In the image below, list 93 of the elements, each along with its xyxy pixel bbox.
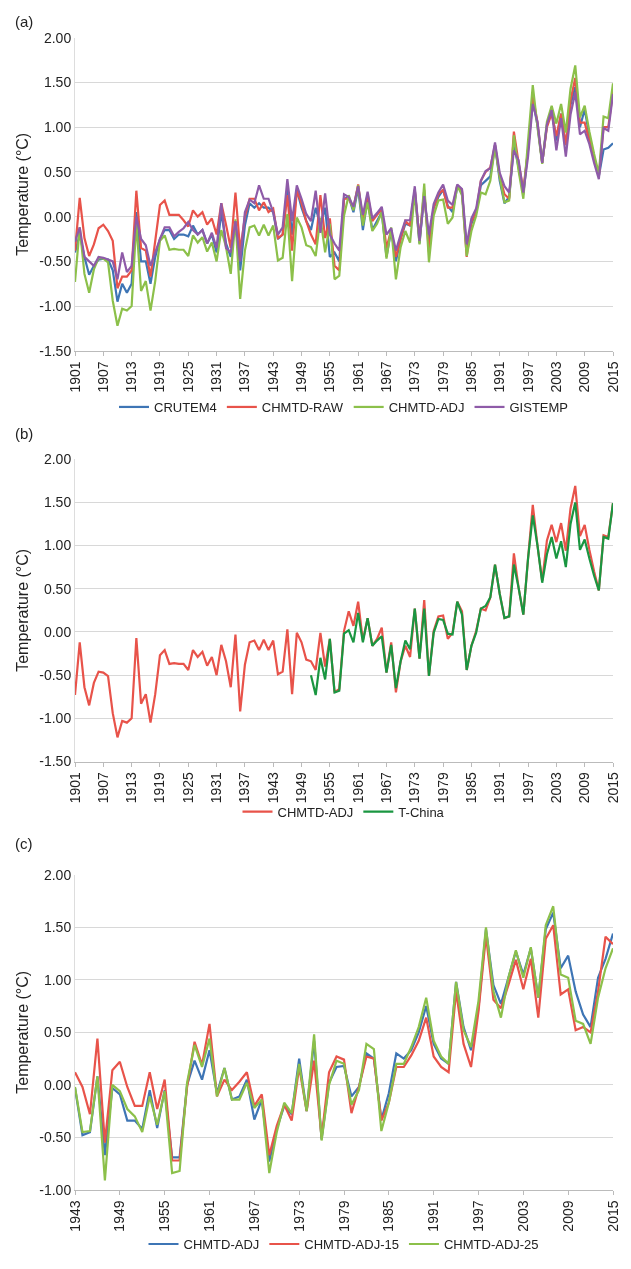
x-tick-label: 2015 [604, 1200, 621, 1232]
legend-label: CHMTD-RAW [261, 400, 344, 416]
x-tick-label: 1961 [349, 771, 366, 804]
y-tick-label: 1.50 [43, 74, 72, 91]
y-tick-label: -1.50 [39, 342, 72, 359]
y-tick-label: -1.00 [39, 1181, 72, 1198]
y-tick-label: -1.00 [39, 710, 72, 727]
y-tick-label: -1.50 [39, 753, 72, 770]
line-series [75, 64, 613, 327]
x-tick-label: 1949 [293, 771, 310, 804]
x-tick-label: 1907 [94, 361, 111, 393]
y-tick-label: 1.50 [43, 494, 72, 511]
y-tick-label: 0.00 [43, 623, 72, 640]
x-tick-label: 1961 [201, 1200, 218, 1232]
x-tick-label: 1913 [123, 361, 140, 393]
x-tick-label: 1979 [434, 361, 451, 393]
text: (a) [15, 13, 34, 30]
x-tick-label: 2009 [576, 361, 593, 393]
x-tick-label: 1955 [321, 771, 338, 804]
y-tick-label: 2.00 [43, 29, 72, 46]
x-tick-label: 2009 [576, 771, 593, 804]
y-tick-label: 0.50 [43, 580, 72, 597]
x-tick-label: 2015 [604, 771, 621, 804]
y-tick-label: 1.00 [43, 537, 72, 554]
x-tick-label: 1991 [425, 1200, 442, 1232]
y-tick-label: -0.50 [39, 667, 72, 684]
y-tick-label: 0.00 [43, 1076, 72, 1093]
x-tick-label: 1967 [245, 1200, 262, 1232]
x-tick-label: 1985 [462, 771, 479, 804]
y-tick-label: 1.50 [43, 919, 72, 936]
x-tick-label: 1979 [335, 1200, 352, 1232]
legend-label: CHMTD-ADJ [388, 400, 465, 416]
x-tick-label: 1931 [208, 771, 225, 804]
x-tick-label: 2015 [604, 361, 621, 393]
x-tick-label: 2009 [559, 1200, 576, 1232]
line-series [309, 501, 613, 697]
x-tick-label: 1913 [123, 771, 140, 804]
x-tick-label: 1949 [111, 1200, 128, 1232]
y-tick-label: 1.00 [43, 971, 72, 988]
text: (b) [15, 425, 34, 442]
y-tick-label: 0.00 [43, 208, 72, 225]
x-tick-label: 1907 [94, 771, 111, 804]
x-tick-label: 1991 [491, 771, 508, 804]
y-tick-label: -1.00 [39, 298, 72, 315]
x-tick-label: 1937 [236, 771, 253, 804]
y-tick-label: 1.00 [43, 119, 72, 136]
x-tick-label: 1973 [406, 361, 423, 393]
x-tick-label: 1919 [151, 361, 168, 393]
x-tick-label: 2003 [514, 1200, 531, 1232]
y-tick-label: 0.50 [43, 1024, 72, 1041]
x-tick-label: 1997 [519, 361, 536, 393]
y-tick-label: 2.00 [43, 451, 72, 468]
legend-label: CRUTEM4 [154, 400, 217, 416]
y-axis-title: Temperature (°C) [14, 970, 32, 1094]
x-tick-label: 1979 [434, 771, 451, 804]
x-tick-label: 1985 [462, 361, 479, 393]
x-tick-label: 1973 [406, 771, 423, 804]
x-tick-label: 1967 [378, 771, 395, 804]
x-tick-label: 1901 [66, 771, 83, 804]
x-tick-label: 1973 [290, 1200, 307, 1232]
x-tick-label: 1955 [321, 361, 338, 393]
legend-label: CHMTD-ADJ-25 [443, 1237, 539, 1253]
y-tick-label: -0.50 [39, 253, 72, 270]
y-tick-label: -0.50 [39, 1129, 72, 1146]
x-tick-label: 1901 [66, 361, 83, 393]
x-tick-label: 1961 [349, 361, 366, 393]
x-tick-label: 1997 [519, 771, 536, 804]
x-tick-label: 2003 [547, 361, 564, 393]
y-tick-label: 0.50 [43, 163, 72, 180]
x-tick-label: 1985 [380, 1200, 397, 1232]
x-tick-label: 1943 [264, 771, 281, 804]
legend-label: CHMTD-ADJ [183, 1237, 260, 1253]
legend-label: GISTEMP [509, 400, 569, 416]
legend-label: T-China [398, 804, 445, 820]
legend-label: CHMTD-ADJ [277, 804, 354, 820]
text: (c) [15, 835, 33, 852]
x-tick-label: 1943 [66, 1200, 83, 1232]
legend-label: CHMTD-ADJ-15 [304, 1237, 399, 1253]
y-axis-title: Temperature (°C) [14, 132, 32, 256]
x-tick-label: 1925 [179, 361, 196, 393]
x-tick-label: 1997 [470, 1200, 487, 1232]
x-tick-label: 1919 [151, 771, 168, 804]
y-axis-title: Temperature (°C) [14, 548, 32, 672]
x-tick-label: 1949 [293, 361, 310, 393]
x-tick-label: 1955 [156, 1200, 173, 1232]
y-tick-label: 2.00 [43, 866, 72, 883]
x-tick-label: 1931 [208, 361, 225, 393]
x-tick-label: 1991 [491, 361, 508, 393]
x-tick-label: 1925 [179, 771, 196, 804]
x-tick-label: 1943 [264, 361, 281, 393]
x-tick-label: 2003 [547, 771, 564, 804]
x-tick-label: 1967 [378, 361, 395, 393]
x-tick-label: 1937 [236, 361, 253, 393]
